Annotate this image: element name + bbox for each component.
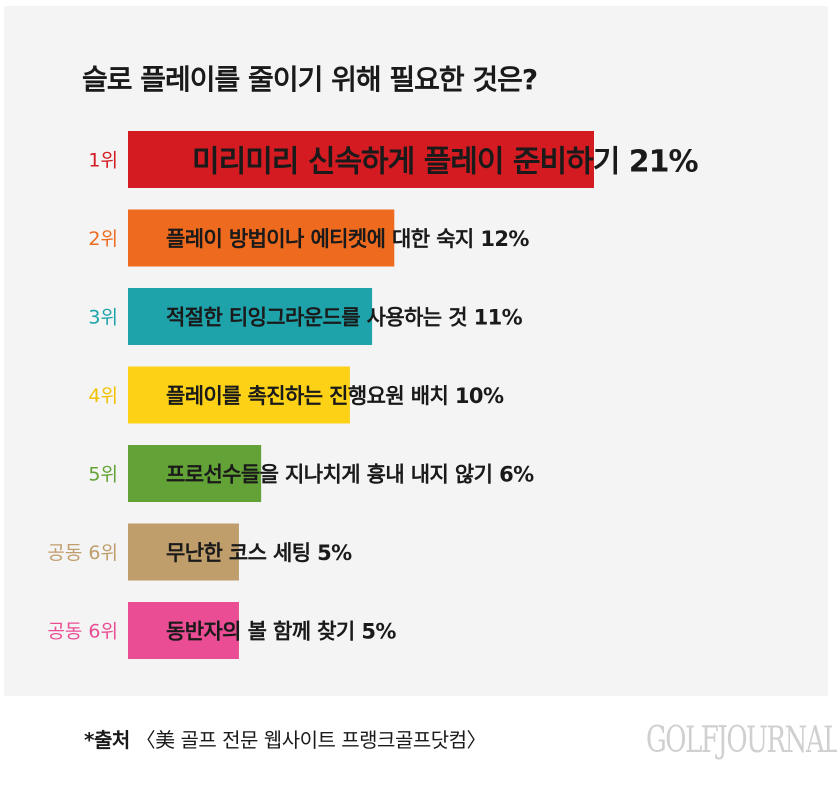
source-text: 〈美 골프 전문 웹사이트 프랭크골프닷컴〉: [135, 728, 487, 752]
bar-label-2: 플레이 방법이나 에티켓에 대한 숙지 12%: [166, 227, 529, 251]
rank-label-5: 5위: [88, 464, 118, 486]
rank-label-6: 공동 6위: [47, 542, 118, 564]
bar-label-3: 적절한 티잉그라운드를 사용하는 것 11%: [166, 306, 523, 330]
rank-label-3: 3위: [88, 307, 118, 329]
bar-3: [128, 288, 373, 345]
bar-label-7: 동반자의 볼 함께 찾기 5%: [166, 620, 396, 644]
bar-2: [128, 209, 395, 267]
bar-label-4: 플레이를 촉진하는 진행요원 배치 10%: [166, 384, 504, 408]
bar-label-6: 무난한 코스 세팅 5%: [166, 541, 352, 565]
bar-7: [128, 602, 239, 659]
bar-4: [128, 366, 350, 424]
chart-title: 슬로 플레이를 줄이기 위해 필요한 것은?: [82, 63, 538, 96]
rank-label-2: 2위: [88, 228, 118, 250]
bar-5: [128, 445, 262, 502]
bar-6: [128, 523, 239, 581]
rank-label-1: 1위: [88, 150, 118, 172]
golfjournal-logo: GOLFJOURNAL: [646, 720, 837, 761]
source-prefix: *출처: [84, 728, 130, 752]
bar-label-5: 프로선수들을 지나치게 흉내 내지 않기 6%: [166, 463, 534, 487]
rank-label-7: 공동 6위: [47, 621, 118, 643]
bar-1: [128, 131, 594, 188]
source-note: *출처 〈美 골프 전문 웹사이트 프랭크골프닷컴〉: [84, 724, 487, 753]
chart-panel: [4, 6, 828, 696]
rank-label-4: 4위: [88, 385, 118, 407]
bar-label-1: 미리미리 신속하게 플레이 준비하기 21%: [192, 145, 699, 180]
